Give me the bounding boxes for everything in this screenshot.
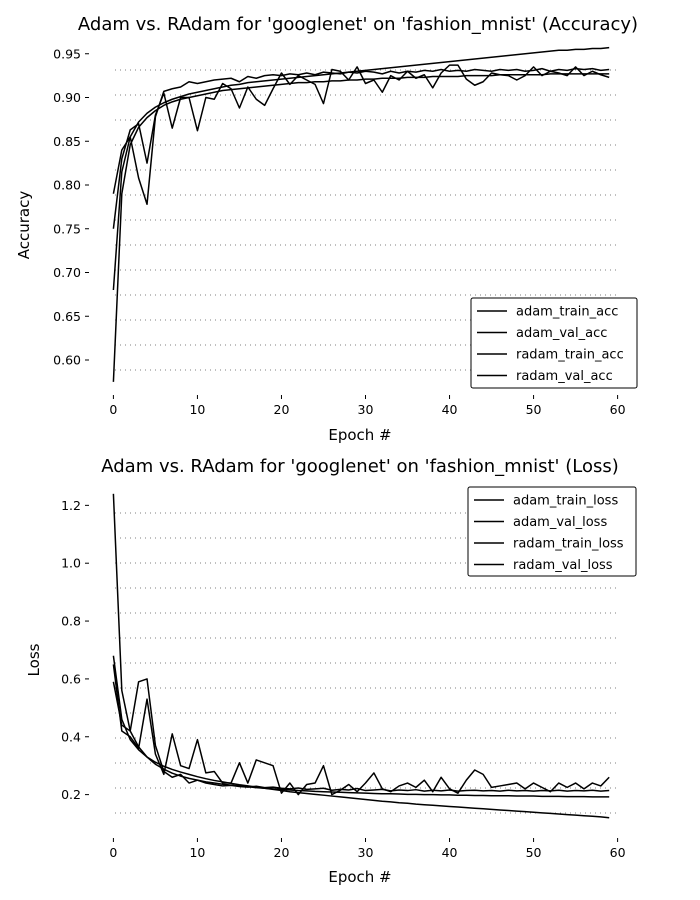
legend-label-adam-val-acc: adam_val_acc — [516, 326, 607, 341]
loss-y-tick-label: 0.6 — [61, 671, 81, 686]
accuracy-ticks: 0 10 20 30 40 50 60 0.60 0.65 0.70 0.75 0.80 0.85 0.9… — [53, 46, 625, 417]
series-adam-train-acc — [112, 46, 610, 291]
accuracy-x-axis-label: Epoch # — [328, 426, 391, 444]
series-radam-val-acc — [112, 67, 610, 205]
accuracy-y-tick-label: 0.80 — [53, 178, 81, 193]
accuracy-y-tick-label: 0.70 — [53, 265, 81, 280]
accuracy-x-tick-label: 10 — [189, 402, 205, 417]
legend-label-radam-train-loss: radam_train_loss — [513, 537, 624, 552]
accuracy-y-tick-label: 0.85 — [53, 134, 81, 149]
accuracy-x-tick-label: 30 — [358, 402, 374, 417]
loss-chart: Adam vs. RAdam for 'googlenet' on 'fashi… — [25, 456, 637, 886]
series-adam-train-loss — [112, 655, 610, 819]
loss-y-tick-label: 1.2 — [61, 498, 81, 513]
loss-y-tick-label: 0.8 — [61, 614, 81, 629]
loss-x-tick-label: 30 — [358, 845, 374, 860]
loss-lines — [112, 493, 610, 819]
loss-y-tick-label: 0.4 — [61, 729, 81, 744]
series-adam-val-acc — [112, 64, 610, 229]
loss-x-tick-label: 50 — [526, 845, 542, 860]
series-radam-train-acc — [112, 73, 610, 382]
accuracy-y-axis-label: Accuracy — [15, 191, 33, 260]
series-radam-val-loss — [112, 678, 610, 792]
accuracy-y-tick-label: 0.90 — [53, 90, 81, 105]
loss-legend: adam_train_loss adam_val_loss radam_train_… — [467, 486, 637, 577]
accuracy-x-tick-label: 20 — [274, 402, 290, 417]
accuracy-legend-box — [470, 297, 638, 389]
loss-x-tick-label: 60 — [610, 845, 626, 860]
legend-label-adam-val-loss: adam_val_loss — [513, 515, 607, 530]
loss-legend-box — [467, 486, 637, 577]
accuracy-x-tick-label: 60 — [610, 402, 626, 417]
legend-label-adam-train-acc: adam_train_acc — [516, 305, 618, 320]
legend-label-adam-train-loss: adam_train_loss — [513, 494, 618, 509]
legend-label-radam-val-loss: radam_val_loss — [513, 558, 613, 573]
loss-x-tick-label: 40 — [442, 845, 458, 860]
accuracy-y-tick-label: 0.65 — [53, 309, 81, 324]
loss-y-tick-label: 1.0 — [61, 556, 81, 571]
legend-label-radam-train-acc: radam_train_acc — [516, 348, 624, 363]
accuracy-y-tick-label: 0.95 — [53, 46, 81, 61]
loss-grid — [115, 512, 616, 814]
accuracy-x-tick-label: 40 — [442, 402, 458, 417]
accuracy-chart-title: Adam vs. RAdam for 'googlenet' on 'fashi… — [78, 14, 638, 35]
accuracy-legend: adam_train_acc adam_val_acc radam_train_ac… — [470, 297, 638, 389]
loss-x-axis-label: Epoch # — [328, 868, 391, 886]
accuracy-y-tick-label: 0.60 — [53, 353, 81, 368]
accuracy-lines — [112, 46, 610, 382]
loss-x-tick-label: 20 — [274, 845, 290, 860]
accuracy-grid — [115, 69, 616, 371]
accuracy-x-tick-label: 0 — [109, 402, 117, 417]
accuracy-x-tick-label: 50 — [526, 402, 542, 417]
loss-x-tick-label: 10 — [189, 845, 205, 860]
loss-chart-title: Adam vs. RAdam for 'googlenet' on 'fashi… — [101, 456, 619, 477]
series-adam-val-loss — [112, 664, 610, 796]
loss-x-tick-label: 0 — [109, 845, 117, 860]
loss-y-tick-label: 0.2 — [61, 787, 81, 802]
accuracy-y-tick-label: 0.75 — [53, 221, 81, 236]
legend-label-radam-val-acc: radam_val_acc — [516, 369, 613, 384]
loss-y-axis-label: Loss — [25, 643, 43, 676]
accuracy-chart: Adam vs. RAdam for 'googlenet' on 'fashi… — [15, 14, 638, 444]
loss-ticks: 0 10 20 30 40 50 60 0.2 0.4 0.6 0.8 1.0 1.2 — [61, 498, 625, 860]
